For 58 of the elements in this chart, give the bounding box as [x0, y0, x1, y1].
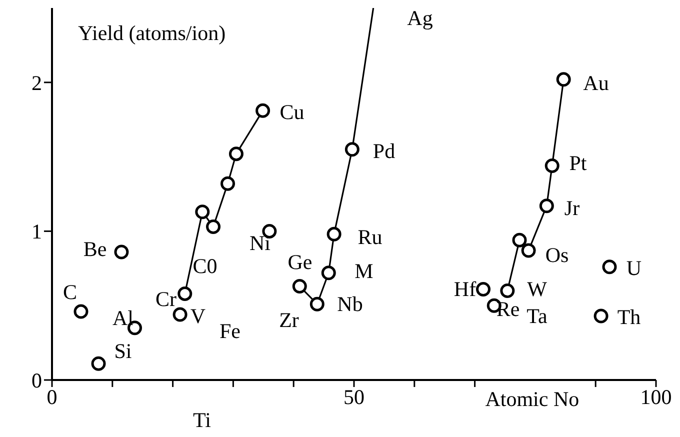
point [594, 308, 608, 324]
point [476, 282, 491, 296]
annotation: U [626, 256, 642, 280]
x-tick-label: 0 [46, 384, 58, 409]
annotation: M [354, 259, 374, 283]
point [539, 198, 554, 214]
text: Ti [193, 408, 212, 432]
point [172, 307, 188, 322]
annotation: Ta [526, 304, 548, 328]
point [500, 283, 515, 298]
annotation: Ru [358, 225, 383, 249]
annotation: Ni [250, 231, 271, 255]
point [74, 304, 88, 319]
point [206, 219, 221, 234]
annotation: C0 [192, 254, 218, 278]
x-tick-label: 100 [640, 384, 672, 409]
annotation: C [62, 280, 78, 304]
y-tick-label: 2 [32, 70, 42, 95]
annotation: Ag [407, 6, 434, 30]
point [178, 286, 192, 301]
point [256, 103, 270, 118]
annotation: Zr [279, 308, 299, 332]
x-axis-title: Atomic No [485, 387, 580, 411]
point [292, 279, 307, 294]
annotation: Fe [220, 319, 240, 343]
point [195, 204, 210, 220]
annotation: Jr [564, 196, 580, 220]
point [544, 158, 560, 173]
annotation: Ge [288, 250, 312, 274]
annotation: Th [617, 305, 642, 329]
point [326, 226, 342, 242]
annotation: Hf [454, 277, 476, 301]
annotation: Pd [372, 139, 396, 163]
point [521, 243, 536, 258]
point [220, 176, 236, 191]
y-axis-title: Yield (atoms/ion) [78, 21, 226, 45]
point [114, 244, 129, 260]
point [228, 146, 244, 162]
annotation: Au [583, 71, 610, 95]
annotation: W [527, 277, 548, 301]
annotation: Si [114, 339, 132, 363]
annotation: Be [83, 237, 107, 261]
annotation: Os [545, 243, 569, 267]
annotation: Cu [280, 100, 305, 124]
annotation: Nb [337, 292, 363, 316]
y-tick-label: 0 [32, 368, 42, 392]
point [602, 260, 617, 274]
annotation: Pt [569, 151, 587, 175]
point [91, 356, 106, 371]
point [321, 266, 336, 280]
point [556, 72, 571, 87]
point [310, 296, 324, 312]
x-tick-label: 50 [344, 384, 364, 409]
y-tick-label: 1 [32, 220, 42, 244]
point [512, 232, 527, 248]
point [344, 142, 360, 157]
annotation: V [190, 304, 206, 328]
annotation: Cr [156, 287, 177, 311]
